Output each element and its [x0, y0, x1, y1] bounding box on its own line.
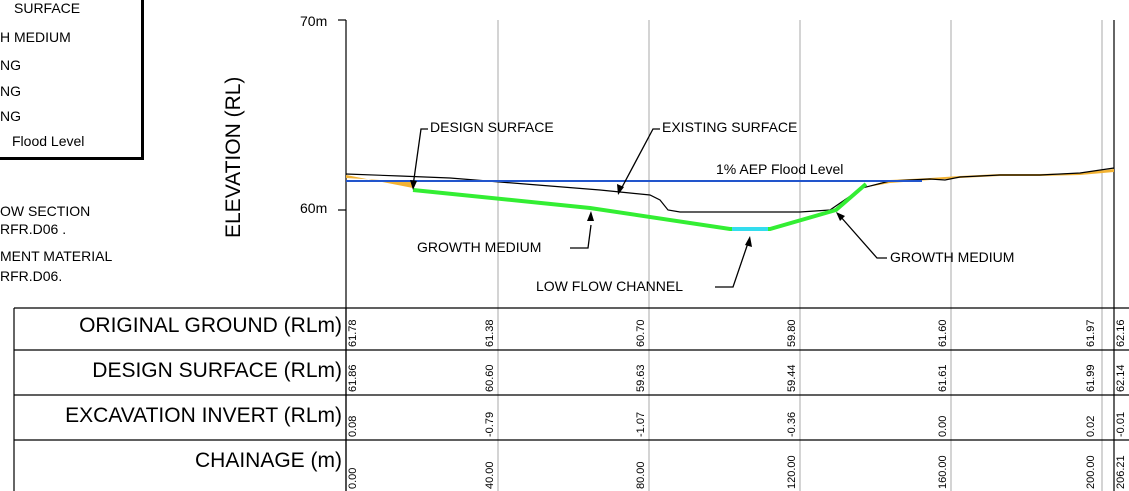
- table-cell: 60.70: [635, 319, 647, 347]
- table-cell: 0.02: [1085, 415, 1097, 437]
- row-label-design-surface: DESIGN SURFACE (RLm): [92, 359, 342, 382]
- table-cell: 62.16: [1115, 319, 1127, 347]
- table-cell: 200.00: [1085, 455, 1097, 489]
- label-design-surface: DESIGN SURFACE: [430, 119, 554, 135]
- table-cell: -1.07: [635, 411, 647, 437]
- note-line-3: MENT MATERIAL: [0, 248, 113, 264]
- table-cell: 59.63: [635, 364, 647, 392]
- table-cell: 61.60: [937, 319, 949, 347]
- table-cell: 61.97: [1085, 319, 1097, 347]
- table-cell: 0.00: [937, 415, 949, 437]
- table-cell: 160.00: [937, 455, 949, 489]
- table-cell: 80.00: [635, 461, 647, 489]
- note-line-2: RFR.D06 .: [0, 221, 67, 237]
- note-line-1: OW SECTION: [0, 203, 91, 219]
- tick-label-70m: 70m: [300, 13, 328, 29]
- table-cell: 62.14: [1115, 364, 1127, 392]
- table-cell: 61.99: [1085, 364, 1097, 392]
- table-cell: 59.44: [786, 364, 798, 392]
- legend-item-3: NG: [0, 57, 21, 73]
- legend-box: [0, 0, 144, 160]
- existing-surface-line: [345, 167, 1115, 213]
- legend-item-flood-level: Flood Level: [12, 133, 85, 149]
- table-cell: 60.60: [484, 364, 496, 392]
- arrowheads: [410, 180, 845, 247]
- note-line-4: RFR.D06.: [0, 268, 63, 284]
- row-label-excavation-invert: EXCAVATION INVERT (RLm): [65, 404, 342, 427]
- table-cell: 0.00: [347, 467, 359, 489]
- table-cell: 206.21: [1115, 455, 1127, 489]
- table-cell: -0.01: [1115, 411, 1127, 437]
- design-surface-line: [412, 182, 868, 231]
- grid: [497, 20, 1103, 491]
- table-grid: [13, 307, 1129, 491]
- row-label-chainage: CHAINAGE (m): [195, 449, 342, 472]
- table-cell: 40.00: [484, 461, 496, 489]
- leaders: [412, 128, 887, 288]
- tick-label-60m: 60m: [300, 200, 328, 216]
- label-flood-level: 1% AEP Flood Level: [716, 161, 844, 177]
- legend-item-growth-medium: H MEDIUM: [0, 29, 71, 45]
- table-cell: 59.80: [786, 319, 798, 347]
- label-growth-medium-left: GROWTH MEDIUM: [417, 239, 542, 255]
- legend-item-5: NG: [0, 108, 21, 124]
- existing-surface-fill-right: [862, 169, 1114, 188]
- table-cell: -0.79: [484, 411, 496, 437]
- table-cell: 61.78: [347, 319, 359, 347]
- table-cell: 61.61: [937, 364, 949, 392]
- table-cell: 0.08: [347, 415, 359, 437]
- label-low-flow-channel: LOW FLOW CHANNEL: [536, 278, 684, 294]
- legend-item-4: NG: [0, 83, 21, 99]
- table-cell: 61.38: [484, 319, 496, 347]
- row-label-original-ground: ORIGINAL GROUND (RLm): [79, 314, 342, 337]
- legend-item-surface: SURFACE: [14, 0, 81, 16]
- table-cell: 61.86: [347, 364, 359, 392]
- label-existing-surface: EXISTING SURFACE: [662, 119, 798, 135]
- table-cell: 120.00: [786, 455, 798, 489]
- label-growth-medium-right: GROWTH MEDIUM: [890, 249, 1015, 265]
- table-cell: -0.36: [786, 411, 798, 437]
